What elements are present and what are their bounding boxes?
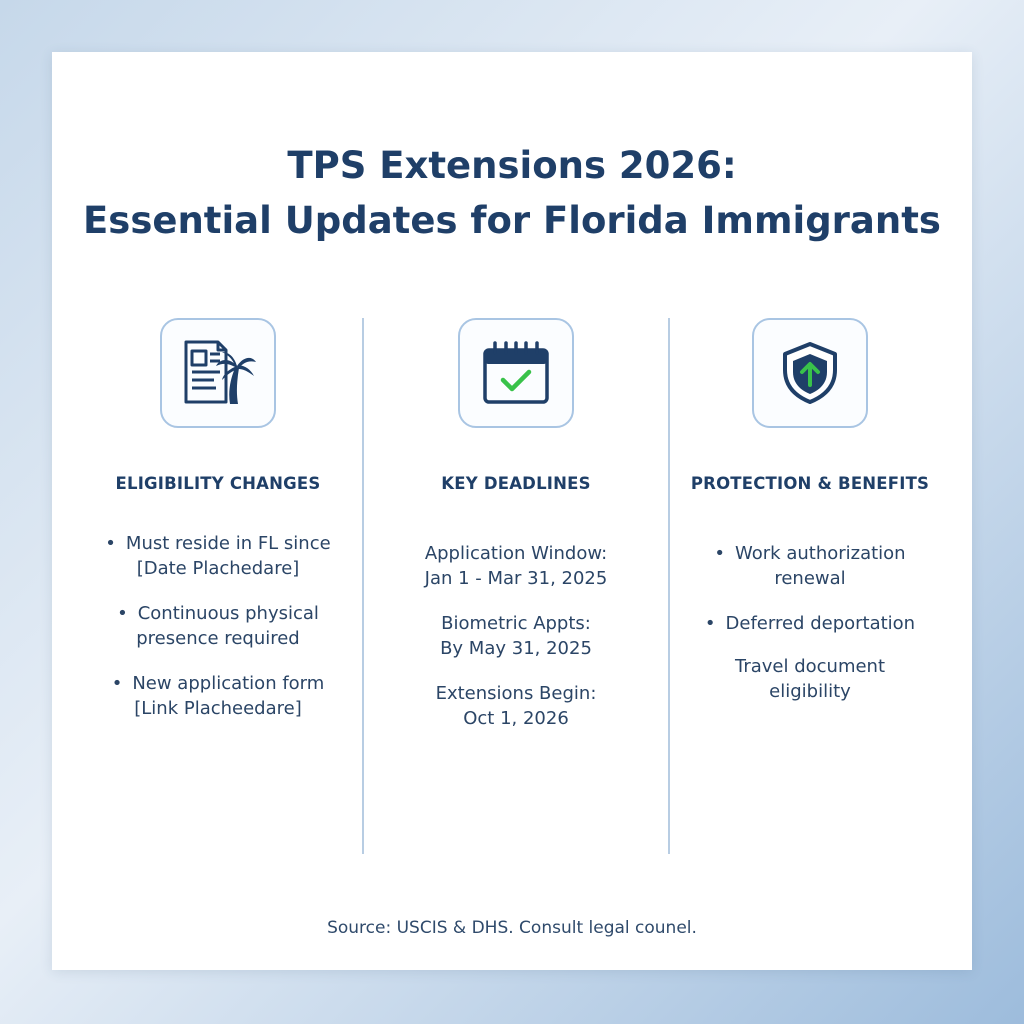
title-line-1: TPS Extensions 2026:: [287, 144, 737, 187]
eligibility-heading: ELIGIBILITY CHANGES: [115, 474, 321, 493]
deadlines-column: KEY DEADLINES Application Window: Jan 1 …: [366, 318, 666, 751]
source-note: Source: USCIS & DHS. Consult legal coune…: [327, 918, 697, 938]
list-item: • Continuous physical presence required: [117, 603, 319, 649]
list-item: Travel document eligibility: [734, 656, 886, 702]
list-item: Biometric Appts: By May 31, 2025: [440, 613, 592, 659]
page-title: TPS Extensions 2026: Essential Updates f…: [52, 138, 972, 248]
protection-icon-box: [752, 318, 868, 428]
list-item: Extensions Begin: Oct 1, 2026: [435, 683, 597, 729]
list-item: • Work authorization renewal: [714, 543, 906, 589]
eligibility-icon-box: [160, 318, 276, 428]
bullet: •: [704, 613, 716, 634]
bullet: •: [111, 673, 123, 694]
infographic-card: TPS Extensions 2026: Essential Updates f…: [52, 52, 972, 970]
column-divider: [668, 318, 670, 854]
deadlines-icon-box: [458, 318, 574, 428]
deadlines-heading: KEY DEADLINES: [441, 474, 591, 493]
list-item: • New application form [Link Placheedare]: [111, 673, 325, 719]
bullet: •: [105, 533, 116, 554]
eligibility-column: ELIGIBILITY CHANGES • Must reside in FL s…: [68, 318, 368, 741]
bullet: •: [714, 543, 726, 564]
document-palm-icon: [184, 340, 256, 404]
bullet: •: [117, 603, 128, 624]
title-line-2: Essential Updates for Florida Immigrants: [83, 199, 941, 242]
shield-arrow-icon: [783, 342, 837, 404]
column-divider: [362, 318, 364, 854]
list-item: Application Window: Jan 1 - Mar 31, 2025: [424, 543, 608, 589]
protection-column: PROTECTION & BENEFITS • Work authorizatio…: [660, 318, 960, 724]
protection-heading: PROTECTION & BENEFITS: [690, 474, 930, 493]
list-item: • Deferred deportation: [704, 613, 916, 634]
calendar-check-icon: [483, 341, 549, 404]
list-item: • Must reside in FL since [Date Plachedar…: [105, 533, 331, 579]
